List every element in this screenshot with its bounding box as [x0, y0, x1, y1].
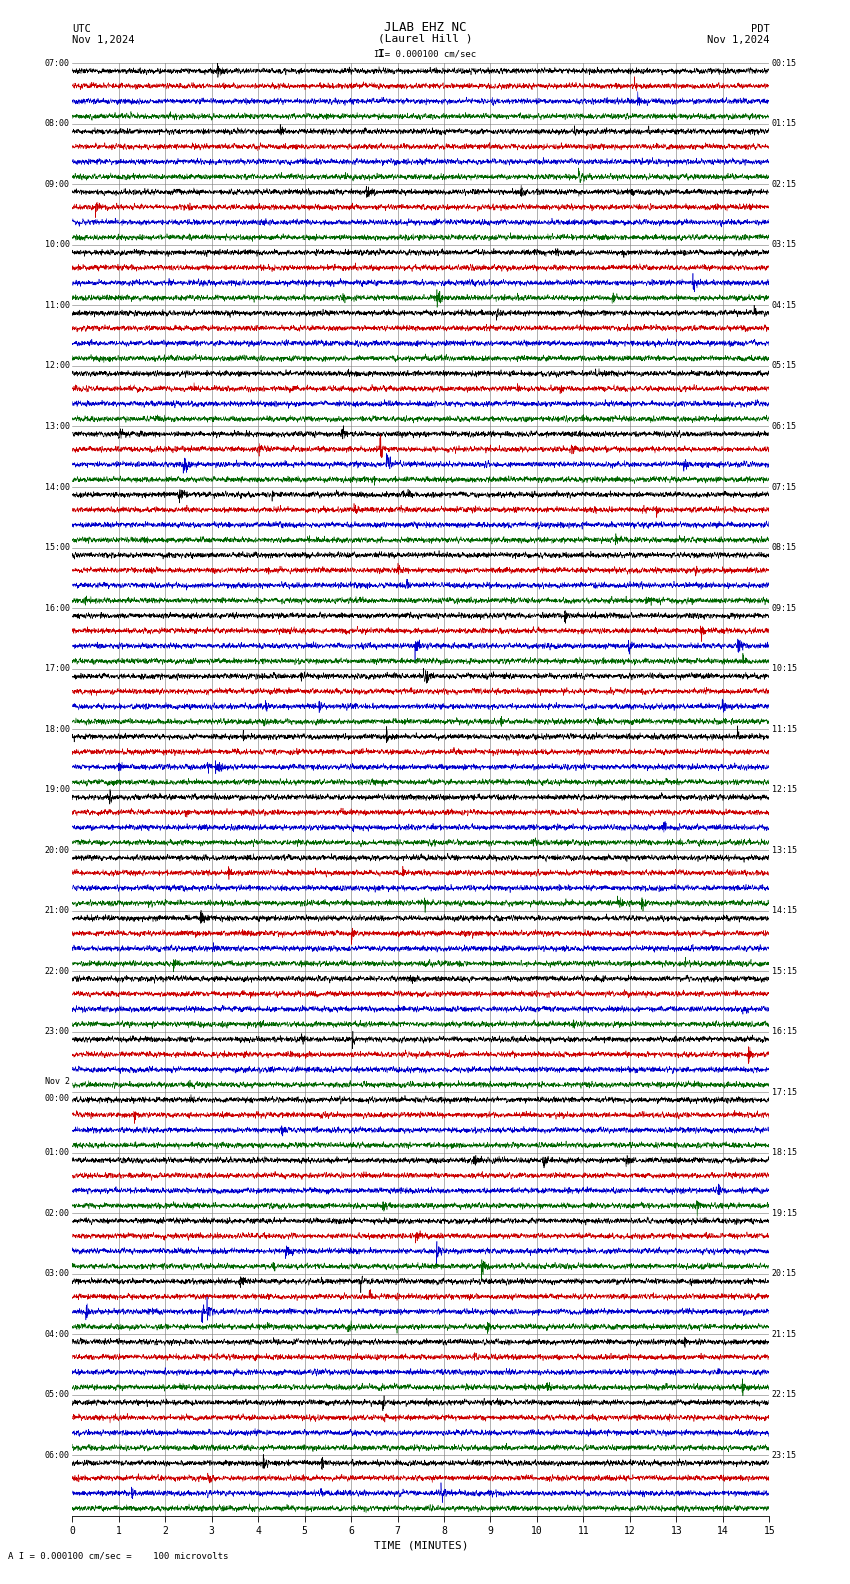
- Text: 23:00: 23:00: [45, 1026, 70, 1036]
- Text: 00:00: 00:00: [45, 1095, 70, 1102]
- Text: 12:00: 12:00: [45, 361, 70, 371]
- Text: 16:00: 16:00: [45, 604, 70, 613]
- Text: 06:00: 06:00: [45, 1451, 70, 1460]
- Text: PDT: PDT: [751, 24, 769, 33]
- Text: 15:00: 15:00: [45, 543, 70, 553]
- Text: Nov 2: Nov 2: [45, 1077, 70, 1087]
- Text: JLAB EHZ NC: JLAB EHZ NC: [383, 21, 467, 33]
- Text: 15:15: 15:15: [772, 966, 796, 976]
- Text: 14:15: 14:15: [772, 906, 796, 916]
- Text: 13:15: 13:15: [772, 846, 796, 855]
- Text: 19:15: 19:15: [772, 1209, 796, 1218]
- Text: 09:00: 09:00: [45, 181, 70, 188]
- Text: 21:15: 21:15: [772, 1331, 796, 1338]
- Text: 13:00: 13:00: [45, 421, 70, 431]
- Text: 05:15: 05:15: [772, 361, 796, 371]
- Text: 17:00: 17:00: [45, 664, 70, 673]
- Text: 03:15: 03:15: [772, 241, 796, 249]
- Text: 04:15: 04:15: [772, 301, 796, 310]
- Text: 16:15: 16:15: [772, 1026, 796, 1036]
- Text: 03:00: 03:00: [45, 1269, 70, 1278]
- X-axis label: TIME (MINUTES): TIME (MINUTES): [373, 1541, 468, 1551]
- Text: 01:00: 01:00: [45, 1148, 70, 1158]
- Text: 18:15: 18:15: [772, 1148, 796, 1158]
- Text: 19:00: 19:00: [45, 786, 70, 794]
- Text: Nov 1,2024: Nov 1,2024: [706, 35, 769, 44]
- Text: 10:00: 10:00: [45, 241, 70, 249]
- Text: 12:15: 12:15: [772, 786, 796, 794]
- Text: 11:15: 11:15: [772, 724, 796, 733]
- Text: Nov 1,2024: Nov 1,2024: [72, 35, 135, 44]
- Text: 11:00: 11:00: [45, 301, 70, 310]
- Text: 22:00: 22:00: [45, 966, 70, 976]
- Text: 10:15: 10:15: [772, 664, 796, 673]
- Text: I = 0.000100 cm/sec: I = 0.000100 cm/sec: [374, 49, 476, 59]
- Text: (Laurel Hill ): (Laurel Hill ): [377, 33, 473, 43]
- Text: 06:15: 06:15: [772, 421, 796, 431]
- Text: 07:15: 07:15: [772, 483, 796, 491]
- Text: 09:15: 09:15: [772, 604, 796, 613]
- Text: 04:00: 04:00: [45, 1331, 70, 1338]
- Text: 00:15: 00:15: [772, 59, 796, 68]
- Text: 18:00: 18:00: [45, 724, 70, 733]
- Text: 14:00: 14:00: [45, 483, 70, 491]
- Text: 08:00: 08:00: [45, 119, 70, 128]
- Text: UTC: UTC: [72, 24, 91, 33]
- Text: 02:15: 02:15: [772, 181, 796, 188]
- Text: 05:00: 05:00: [45, 1391, 70, 1399]
- Text: 08:15: 08:15: [772, 543, 796, 553]
- Text: 01:15: 01:15: [772, 119, 796, 128]
- Text: 21:00: 21:00: [45, 906, 70, 916]
- Text: 22:15: 22:15: [772, 1391, 796, 1399]
- Text: 23:15: 23:15: [772, 1451, 796, 1460]
- Text: 20:00: 20:00: [45, 846, 70, 855]
- Text: A I = 0.000100 cm/sec =    100 microvolts: A I = 0.000100 cm/sec = 100 microvolts: [8, 1551, 229, 1560]
- Text: 02:00: 02:00: [45, 1209, 70, 1218]
- Text: 17:15: 17:15: [772, 1088, 796, 1096]
- Text: 07:00: 07:00: [45, 59, 70, 68]
- Text: I: I: [377, 49, 384, 59]
- Text: 20:15: 20:15: [772, 1269, 796, 1278]
